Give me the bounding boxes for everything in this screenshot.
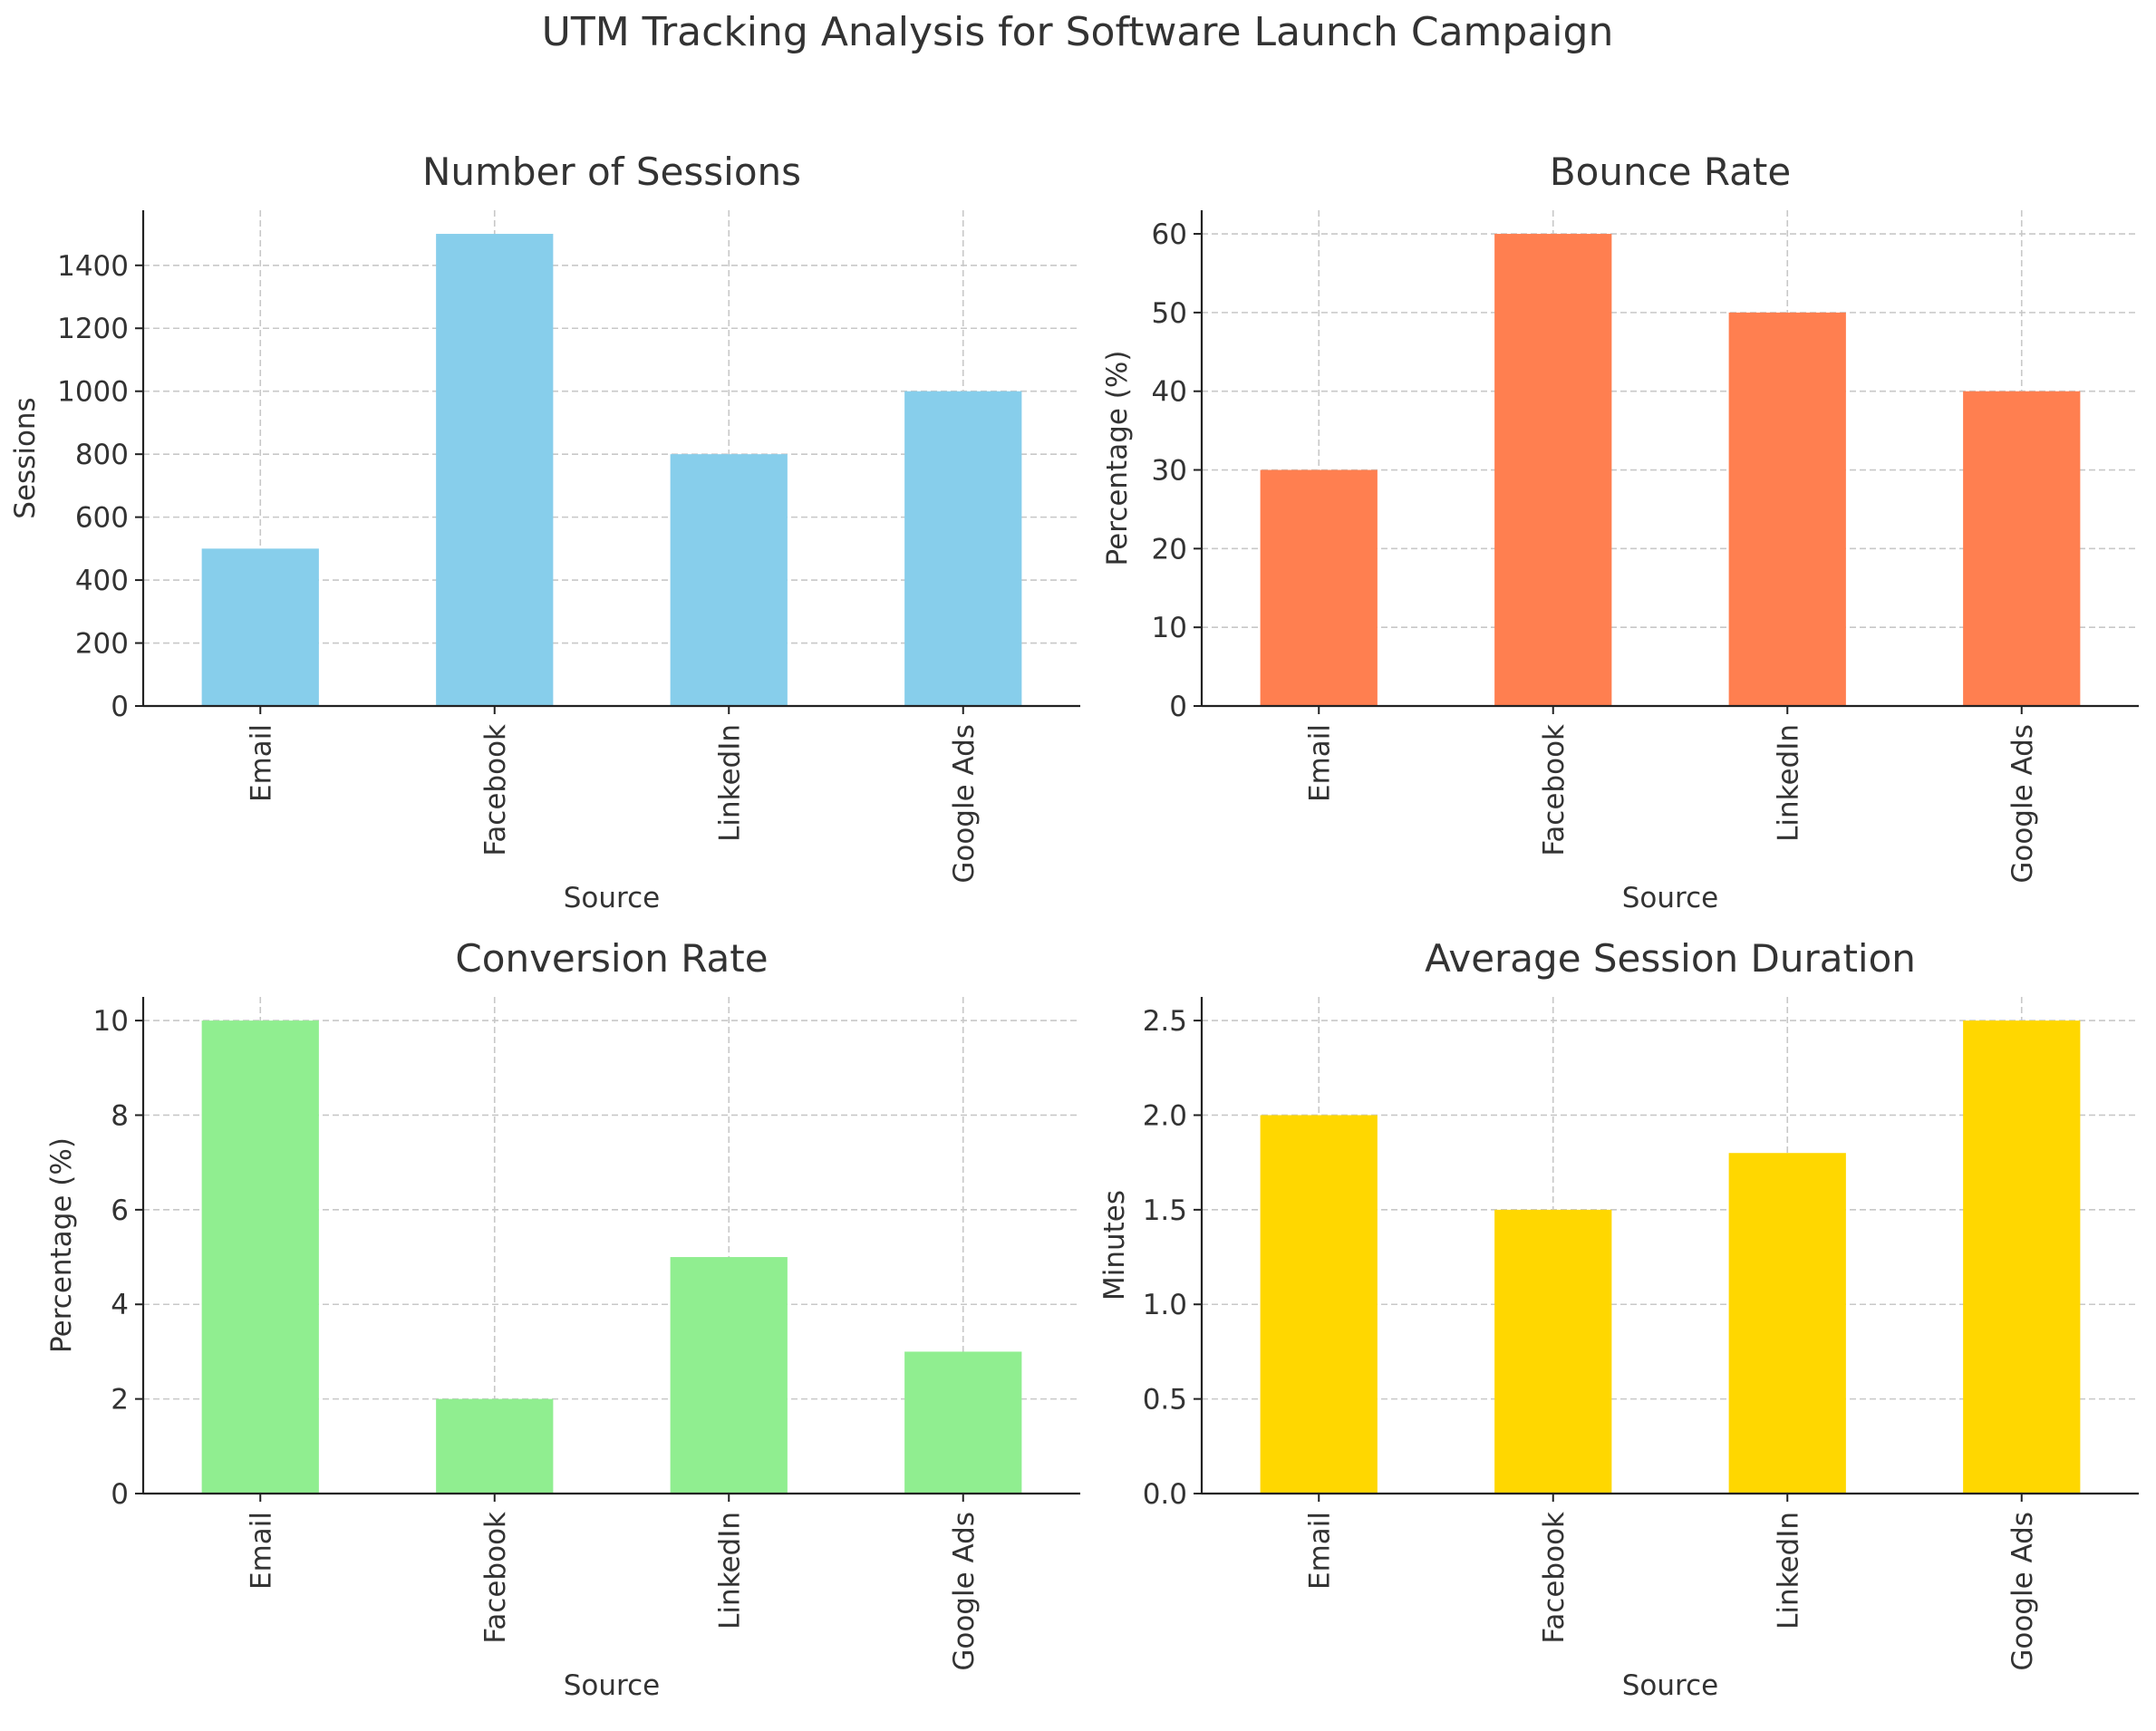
y-tick-label: 600 [75,502,129,535]
y-tick-label: 1400 [57,250,129,283]
bar-facebook [1494,1209,1612,1494]
bar-google-ads [904,391,1022,706]
subplot-title: Number of Sessions [422,150,801,194]
bar-email [1260,1115,1378,1494]
x-tick-label: Email [245,1512,277,1590]
bar-linkedin [670,454,788,706]
y-tick-label: 60 [1152,218,1187,251]
x-tick-label: Email [1303,724,1336,802]
y-tick-label: 50 [1152,297,1187,330]
y-tick-label: 20 [1152,533,1187,566]
y-tick-label: 10 [1152,612,1187,644]
x-tick-label: LinkedIn [1772,1512,1804,1629]
y-axis-label: Sessions [9,397,42,518]
chart-panel-4: 0.0 0.5 1.0 1.5 2.0 2.5 Email Facebook LinkedIn G… [1098,936,2139,1702]
bar-linkedin [670,1257,788,1494]
y-axis-label: Minutes [1098,1190,1131,1301]
y-tick-label: 0 [111,1478,129,1511]
bar-linkedin [1728,1153,1846,1494]
y-tick-label: 1200 [57,313,129,345]
y-tick-label: 2.5 [1143,1005,1187,1038]
x-tick-label: Google Ads [2006,1512,2039,1671]
x-tick-label: Email [1303,1512,1336,1590]
x-tick-label: Google Ads [948,1512,981,1671]
y-axis-label: Percentage (%) [45,1137,78,1353]
y-tick-label: 0 [1169,691,1187,723]
y-tick-label: 2 [111,1384,129,1417]
x-axis-label: Source [564,882,660,914]
y-tick-label: 0 [111,691,129,723]
y-tick-label: 1.0 [1143,1289,1187,1321]
chart-panel-3: 0 2 4 6 8 10 Email Facebook LinkedIn Google Ads Co… [45,936,1080,1702]
y-tick-label: 8 [111,1099,129,1132]
bar-facebook [436,1398,554,1494]
y-tick-label: 10 [93,1005,129,1038]
y-tick-label: 800 [75,439,129,471]
y-tick-label: 1000 [57,376,129,409]
y-tick-label: 0.5 [1143,1384,1187,1417]
x-axis-label: Source [564,1669,660,1702]
figure-title: UTM Tracking Analysis for Software Launc… [542,9,1614,55]
bar-email [201,548,319,706]
subplot-title: Conversion Rate [455,936,768,981]
x-tick-label: LinkedIn [713,724,746,842]
subplot-title: Average Session Duration [1425,936,1916,981]
y-tick-label: 6 [111,1194,129,1227]
y-tick-label: 200 [75,628,129,661]
bar-facebook [436,234,554,706]
bar-email [201,1020,319,1494]
y-tick-label: 40 [1152,376,1187,409]
x-axis-label: Source [1622,1669,1718,1702]
bar-google-ads [1963,1020,2081,1494]
x-tick-label: Google Ads [2006,724,2039,884]
x-tick-label: Google Ads [948,724,981,884]
x-tick-label: Email [245,724,277,802]
x-tick-label: Facebook [1538,724,1571,856]
x-tick-label: Facebook [479,724,512,856]
x-tick-label: LinkedIn [713,1512,746,1629]
subplot-title: Bounce Rate [1550,150,1791,194]
x-tick-label: Facebook [479,1512,512,1644]
y-tick-label: 2.0 [1143,1099,1187,1132]
x-axis-label: Source [1622,882,1718,914]
bar-linkedin [1728,312,1846,706]
y-axis-label: Percentage (%) [1101,351,1134,566]
y-tick-label: 4 [111,1289,129,1321]
bar-google-ads [1963,391,2081,706]
chart-panel-1: 0 200 400 600 800 1000 1200 1400 Email Facebook Li… [9,150,1080,914]
y-tick-label: 1.5 [1143,1194,1187,1227]
bar-google-ads [904,1351,1022,1494]
x-tick-label: LinkedIn [1772,724,1804,842]
y-tick-label: 0.0 [1143,1478,1187,1511]
y-tick-label: 400 [75,565,129,597]
y-tick-label: 30 [1152,455,1187,488]
bar-facebook [1494,234,1612,706]
bar-email [1260,469,1378,706]
x-tick-label: Facebook [1538,1512,1571,1644]
chart-panel-2: 0 10 20 30 40 50 60 Email Facebook LinkedIn Google… [1101,150,2139,914]
